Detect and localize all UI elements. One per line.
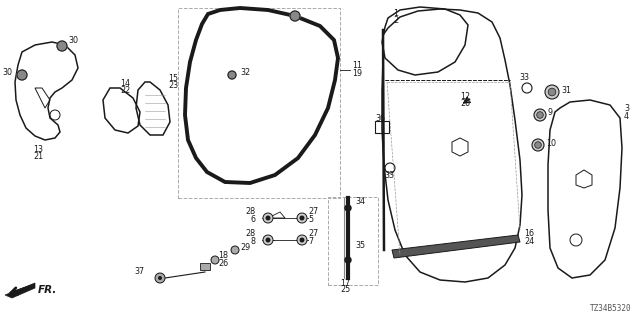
Bar [328,197,378,285]
Circle shape [537,112,543,118]
Text: 3: 3 [624,103,629,113]
Circle shape [300,237,305,243]
Text: 12: 12 [460,92,470,100]
Text: TZ34B5320: TZ34B5320 [590,304,632,313]
Text: 2: 2 [393,15,398,25]
Circle shape [545,85,559,99]
Text: 20: 20 [460,99,470,108]
Circle shape [345,205,351,211]
Text: 10: 10 [546,139,556,148]
Text: 18: 18 [218,251,228,260]
Text: 28: 28 [245,229,255,238]
Text: 26: 26 [218,259,228,268]
Text: 33: 33 [384,171,394,180]
Text: 34: 34 [355,197,365,206]
Circle shape [231,246,239,254]
Text: 37: 37 [135,268,145,276]
Circle shape [345,257,351,263]
Text: 6: 6 [250,215,255,225]
Circle shape [266,237,271,243]
Text: 24: 24 [524,236,534,245]
Text: 21: 21 [33,152,43,161]
Polygon shape [392,235,520,258]
Text: 36: 36 [375,114,385,123]
Text: 14: 14 [120,78,130,87]
Text: 8: 8 [250,237,255,246]
Circle shape [534,109,546,121]
Text: 13: 13 [33,145,43,154]
Circle shape [534,142,541,148]
Circle shape [263,213,273,223]
Circle shape [17,70,27,80]
Circle shape [532,139,544,151]
Circle shape [57,41,67,51]
Text: 30: 30 [2,68,12,76]
Text: 1: 1 [393,9,398,18]
Text: 33: 33 [519,73,529,82]
Text: 27: 27 [308,207,318,217]
Text: 32: 32 [240,68,250,76]
Bar [375,121,389,133]
Text: 22: 22 [120,85,131,94]
Circle shape [266,215,271,220]
Text: 30: 30 [68,36,78,44]
Text: 28: 28 [245,207,255,217]
Text: 15: 15 [168,74,178,83]
Text: 9: 9 [548,108,553,116]
Text: 17: 17 [340,278,350,287]
Circle shape [211,256,219,264]
Circle shape [228,71,236,79]
Text: 23: 23 [168,81,178,90]
Text: 16: 16 [524,228,534,237]
Text: 11: 11 [352,60,362,69]
Circle shape [158,276,162,280]
Circle shape [155,273,165,283]
Polygon shape [5,283,35,298]
Bar [178,8,340,198]
Text: 31: 31 [561,85,571,94]
Circle shape [548,88,556,96]
Circle shape [297,235,307,245]
Circle shape [297,213,307,223]
Circle shape [300,215,305,220]
Bar [200,263,210,270]
Text: 4: 4 [624,111,629,121]
Text: 19: 19 [352,68,362,77]
Text: 29: 29 [240,243,250,252]
Circle shape [263,235,273,245]
Text: 35: 35 [355,241,365,250]
Circle shape [290,11,300,21]
Text: 25: 25 [340,285,350,294]
Text: FR.: FR. [38,285,58,295]
Text: 7: 7 [308,237,313,246]
Text: 5: 5 [308,215,313,225]
Text: 27: 27 [308,229,318,238]
